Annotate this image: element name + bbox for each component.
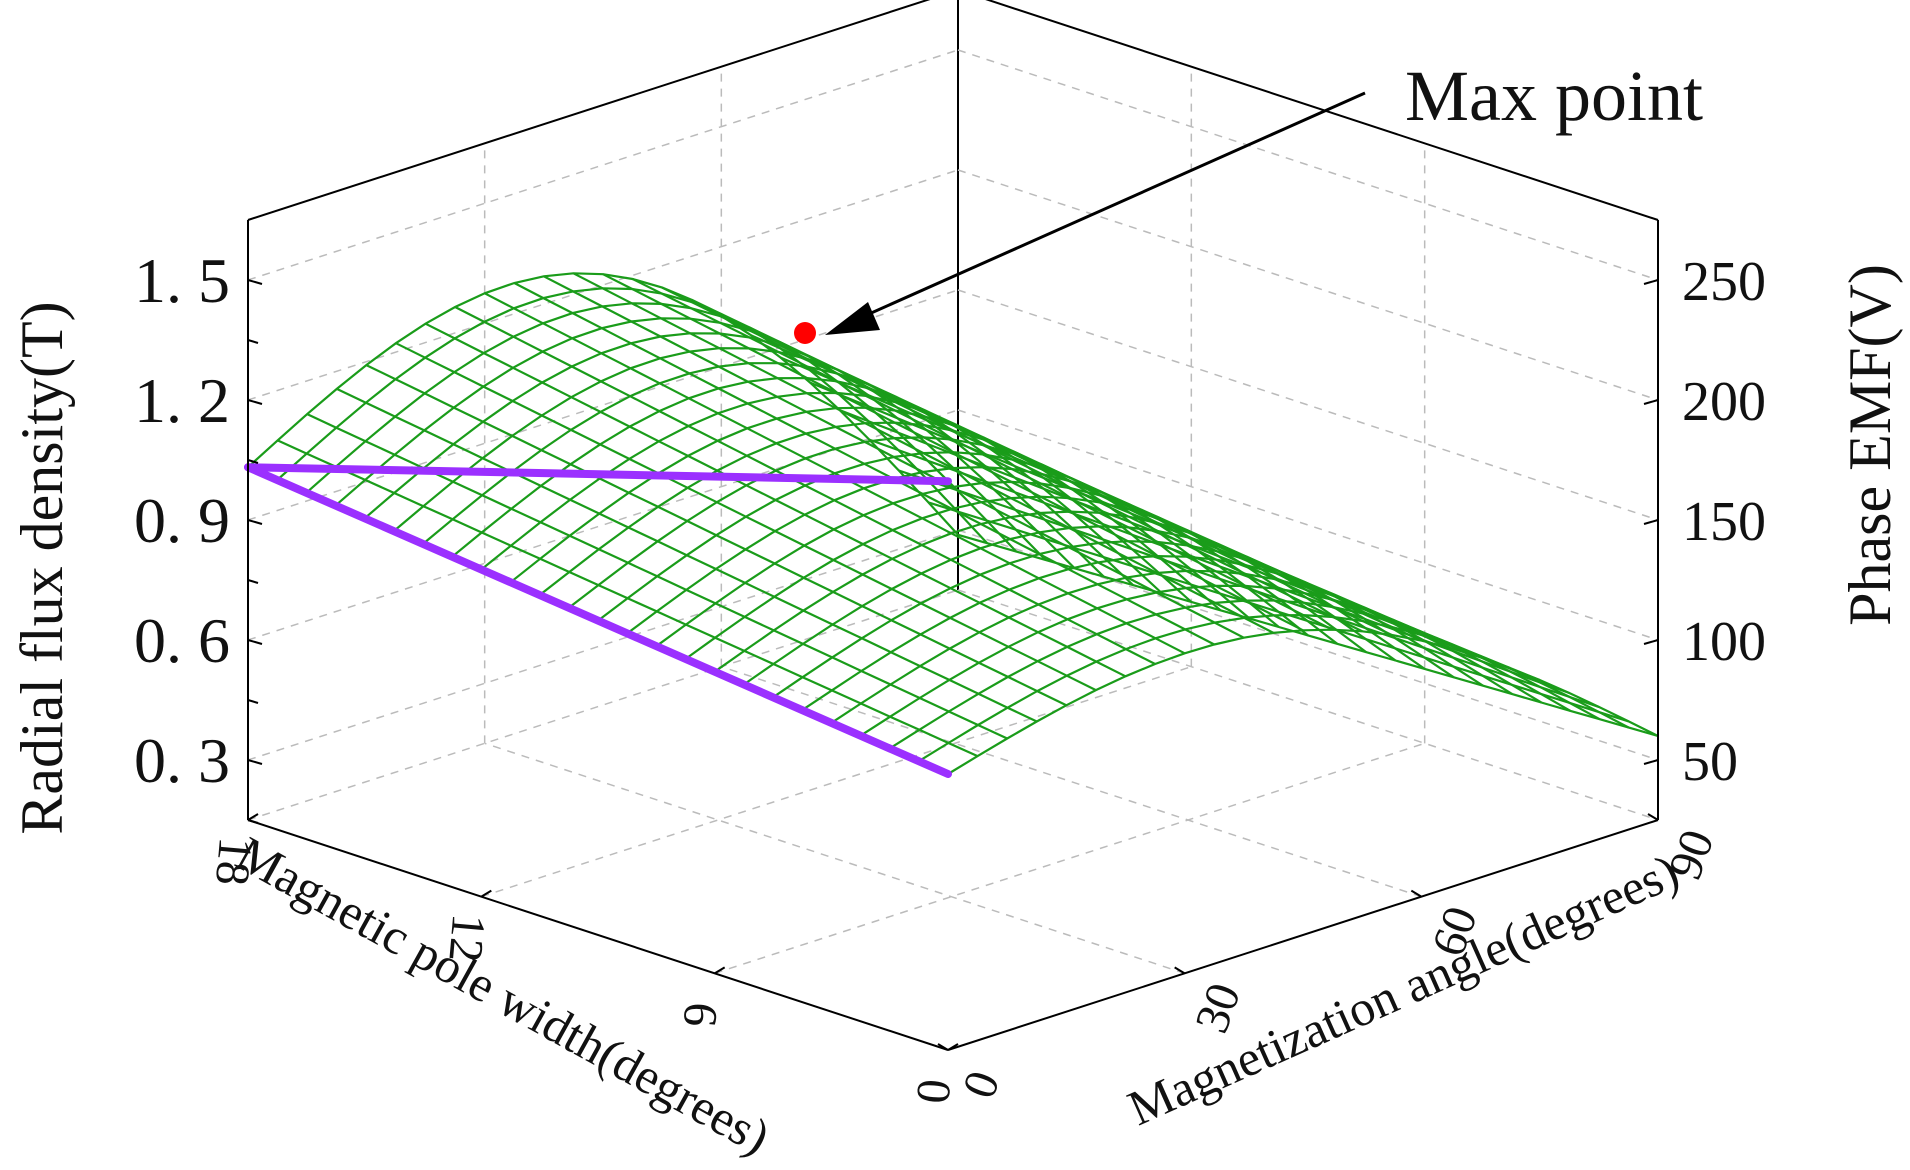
magnetization-tick	[937, 1043, 949, 1051]
right-axis-tick	[1643, 279, 1659, 285]
grid-line-floor	[484, 742, 1185, 975]
left-axis-tick-label: 0. 3	[134, 725, 230, 796]
mesh-line-magnetization	[395, 342, 1097, 692]
grid-line-floor	[721, 665, 1422, 898]
right-axis-label: Phase EMF(V)	[1837, 264, 1903, 626]
max-point-marker	[794, 322, 816, 344]
left-axis-tick	[247, 279, 263, 285]
left-axis-tick	[247, 759, 263, 765]
mesh-line-magnetization	[306, 413, 1008, 740]
grid-line-right-wall	[957, 49, 1659, 281]
right-axis-tick-label: 50	[1682, 731, 1738, 793]
left-axis-minor-tick	[247, 459, 259, 464]
left-axis-tick-label: 1. 2	[134, 365, 230, 436]
left-axis-tick	[247, 519, 263, 525]
mesh-line-magnetization	[572, 272, 1274, 634]
mesh-line-magnetization	[898, 469, 1600, 708]
left-axis-tick-label: 0. 9	[134, 485, 230, 556]
magnetization-axis-line	[947, 819, 1659, 1051]
right-axis-tick	[1643, 519, 1659, 525]
pole-width-tick	[947, 1043, 959, 1051]
right-axis-tick	[1643, 759, 1659, 765]
mesh-line-magnetization	[868, 438, 1570, 695]
pole-width-axis-line	[247, 819, 949, 1051]
right-axis-tick-label: 250	[1682, 251, 1766, 313]
left-axis-tick-label: 1. 5	[134, 245, 230, 316]
mesh-line-magnetization	[454, 306, 1156, 665]
mesh-line-magnetization	[513, 282, 1215, 646]
right-axis-tick-label: 150	[1682, 491, 1766, 553]
magnetization-tick	[1647, 813, 1659, 821]
mesh-line-magnetization	[425, 322, 1126, 678]
grid-line-right-wall	[957, 289, 1659, 521]
grid-lines	[247, 49, 1659, 975]
mesh-line-magnetization	[957, 533, 1659, 738]
pole-width-tick-label: 0	[906, 1077, 961, 1106]
back-bottom-right-edge	[957, 589, 1659, 821]
mesh-line-magnetization	[928, 501, 1629, 723]
surface-edge-bottom	[244, 463, 952, 778]
left-axis-tick	[247, 639, 263, 645]
mesh-line-pole	[947, 628, 1659, 775]
back-top-left-edge	[247, 0, 931, 221]
pole-width-tick	[480, 889, 492, 898]
left-axis-label: Radial flux density(T)	[9, 301, 75, 834]
grid-line-floor	[714, 742, 1425, 975]
mesh-line-magnetization	[839, 409, 1541, 682]
surface-edge-top	[244, 463, 952, 486]
annotation-arrow	[825, 91, 1366, 335]
left-axis-minor-tick	[247, 579, 259, 584]
pole-width-tick-label: 18	[205, 835, 262, 887]
grid-line-floor	[481, 665, 1192, 898]
mesh-line-magnetization	[484, 292, 1186, 655]
pole-width-tick-label: 12	[438, 912, 495, 964]
grid-line-right-wall	[957, 169, 1659, 401]
mesh-line-magnetization	[336, 387, 1038, 723]
right-axis-tick-label: 100	[1682, 611, 1766, 673]
right-axis-tick-label: 200	[1682, 371, 1766, 433]
right-axis-tick	[1643, 639, 1659, 645]
annotation-label: Max point	[1405, 56, 1703, 136]
grid-line-right-wall	[957, 409, 1659, 641]
grid-line-left-wall	[247, 169, 959, 401]
mesh-line-magnetization	[661, 286, 1363, 633]
left-axis-minor-tick	[247, 699, 259, 704]
mesh-line-magnetization	[632, 278, 1334, 631]
right-axis-tick	[1643, 399, 1659, 405]
mesh-line-magnetization	[277, 439, 979, 758]
mesh-line-magnetization	[809, 381, 1511, 670]
magnetization-tick	[1174, 966, 1186, 975]
pole-width-tick	[714, 966, 726, 975]
magnetization-tick-label: 0	[952, 1064, 1010, 1105]
back-top-right-edge	[985, 0, 1659, 221]
pole-width-tick	[247, 813, 259, 821]
surface-mesh	[244, 272, 1659, 778]
grid-line-left-wall	[247, 529, 959, 761]
pole-width-axis-label: Magnetic pole width(degrees)	[227, 825, 779, 1165]
left-axis-minor-tick	[247, 339, 259, 344]
left-axis-tick-label: 0. 6	[134, 605, 230, 676]
mesh-line-magnetization	[365, 364, 1067, 707]
mesh-line-magnetization	[543, 275, 1245, 639]
mesh-line-magnetization	[602, 273, 1304, 632]
left-axis-minor-tick	[247, 819, 259, 824]
magnetization-tick	[1410, 889, 1422, 898]
mesh-line-pole	[247, 272, 959, 536]
left-axis-tick	[247, 399, 263, 405]
pole-width-tick-label: 6	[673, 1000, 728, 1029]
grid-line-left-wall	[247, 49, 959, 281]
